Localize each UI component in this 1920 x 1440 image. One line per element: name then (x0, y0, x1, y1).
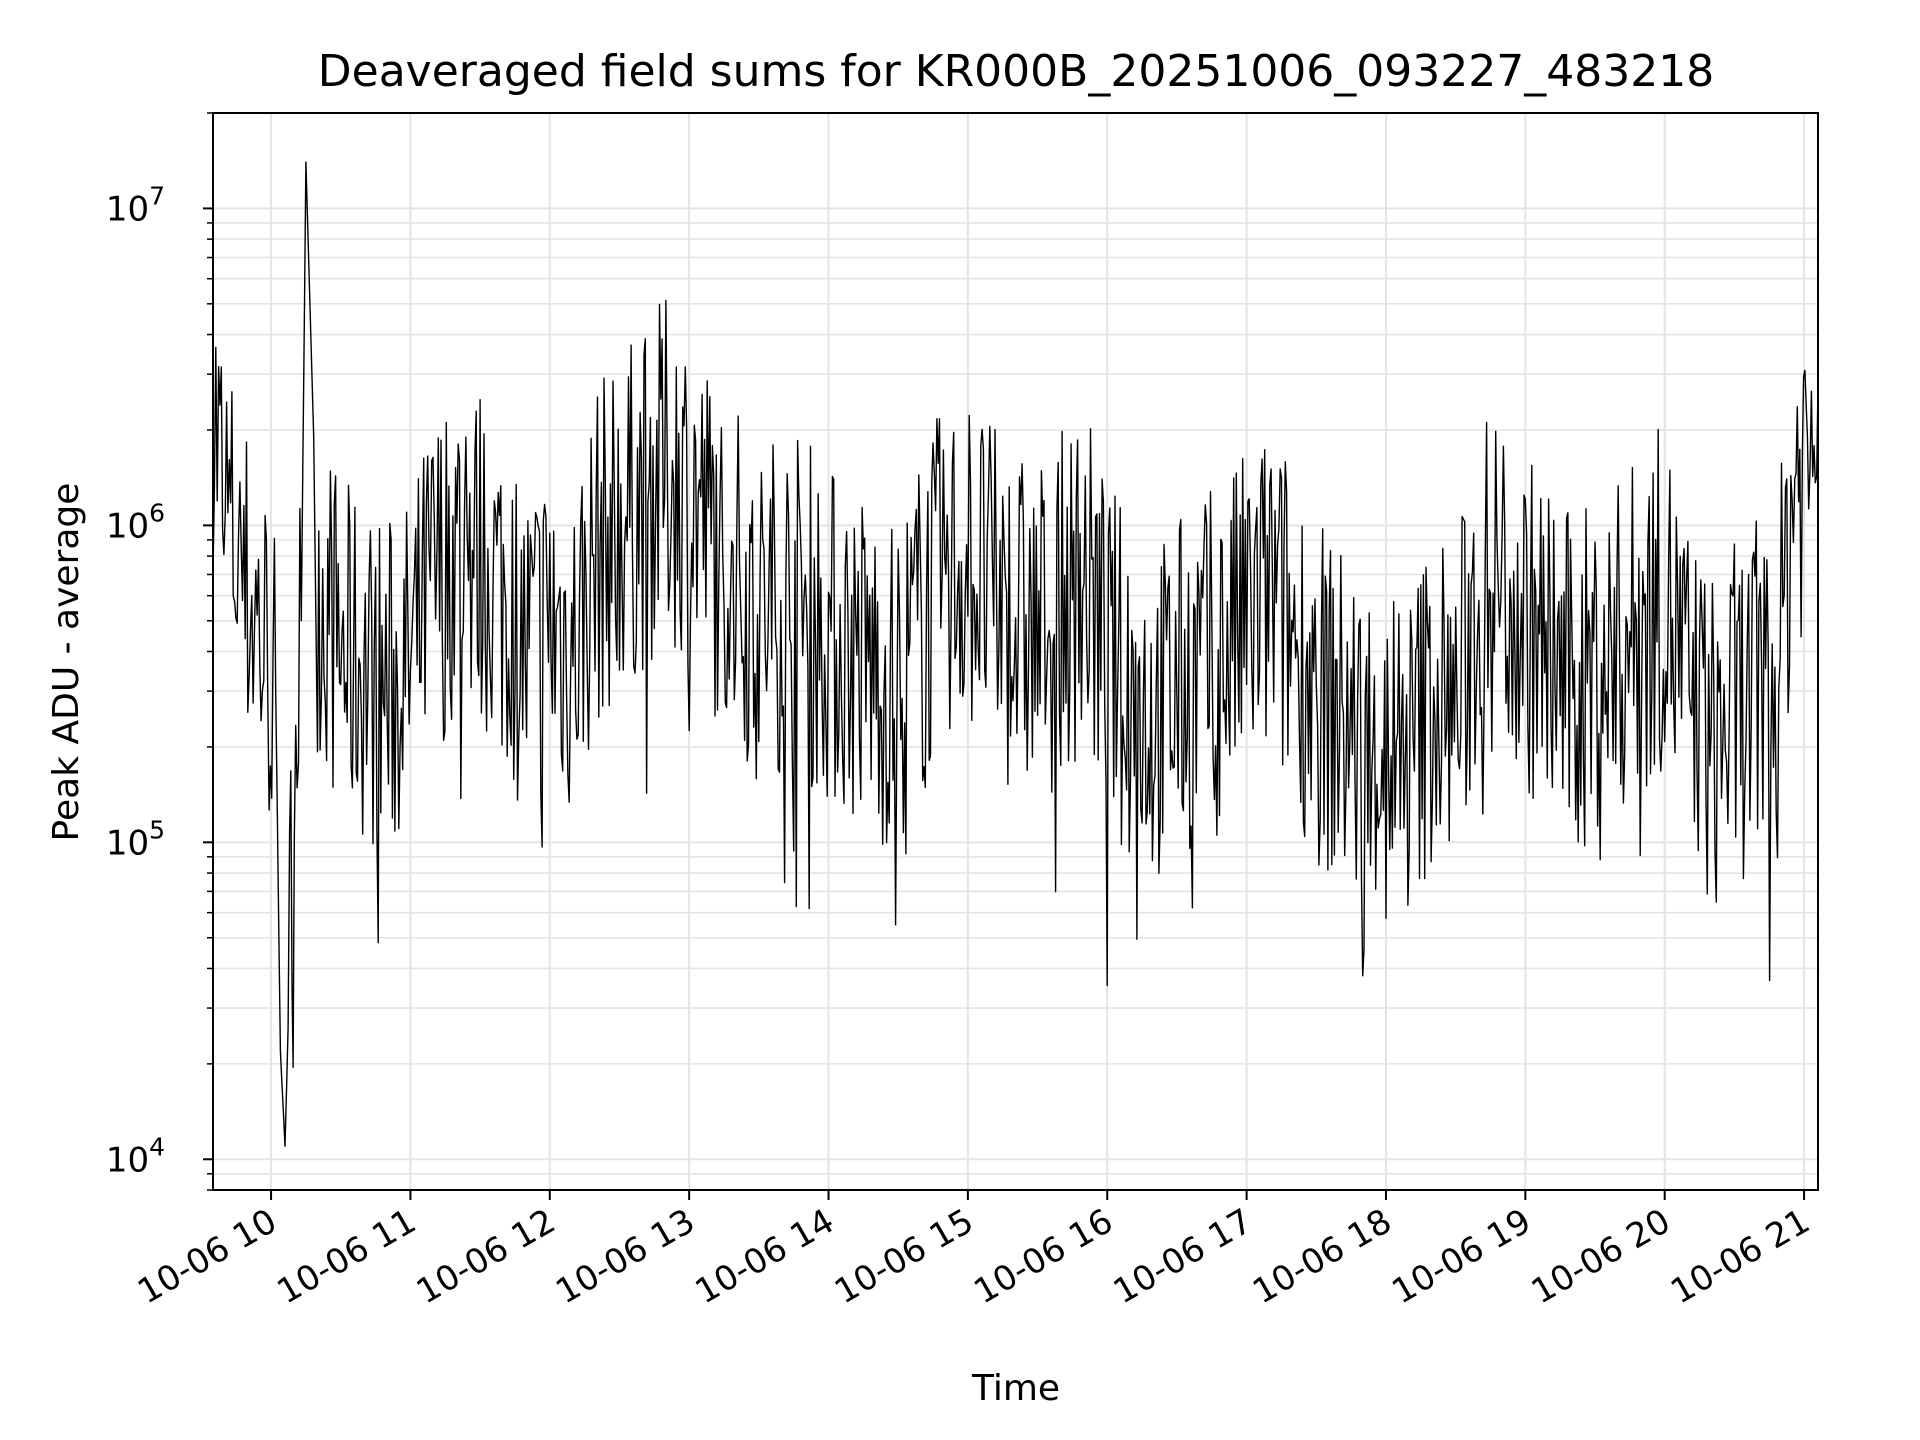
y-axis-label: Peak ADU - average (46, 483, 87, 842)
x-tick-label: 10-06 10 (131, 1201, 283, 1312)
x-tick-label: 10-06 17 (1107, 1201, 1259, 1312)
y-tick-label: 106 (106, 498, 165, 546)
plot-area (212, 161, 1819, 1147)
x-tick-label: 10-06 18 (1246, 1201, 1398, 1312)
y-tick-exponent: 7 (149, 181, 165, 210)
x-tick-label: 10-06 12 (410, 1201, 562, 1312)
y-tick-base: 10 (106, 1140, 149, 1180)
x-tick-label: 10-06 19 (1385, 1201, 1537, 1312)
y-tick-label: 105 (106, 815, 165, 863)
y-tick-base: 10 (106, 823, 149, 863)
y-tick-base: 10 (106, 189, 149, 229)
x-tick-label: 10-06 13 (549, 1201, 701, 1312)
x-tick-label: 10-06 15 (828, 1201, 980, 1312)
y-tick-base: 10 (106, 506, 149, 546)
y-tick-exponent: 4 (149, 1132, 165, 1161)
y-tick-exponent: 6 (149, 498, 165, 527)
x-axis-label: Time (971, 1368, 1060, 1409)
x-tick-label: 10-06 21 (1664, 1201, 1816, 1312)
y-tick-label: 107 (106, 181, 165, 229)
x-tick-label: 10-06 16 (967, 1201, 1119, 1312)
x-tick-label: 10-06 14 (689, 1201, 841, 1312)
series-line (212, 161, 1819, 1147)
y-tick-exponent: 5 (149, 815, 165, 844)
x-tick-label: 10-06 20 (1525, 1201, 1677, 1312)
y-tick-label: 104 (106, 1132, 165, 1180)
x-tick-label: 10-06 11 (271, 1201, 423, 1312)
chart-title: Deaveraged field sums for KR000B_2025100… (318, 46, 1714, 97)
